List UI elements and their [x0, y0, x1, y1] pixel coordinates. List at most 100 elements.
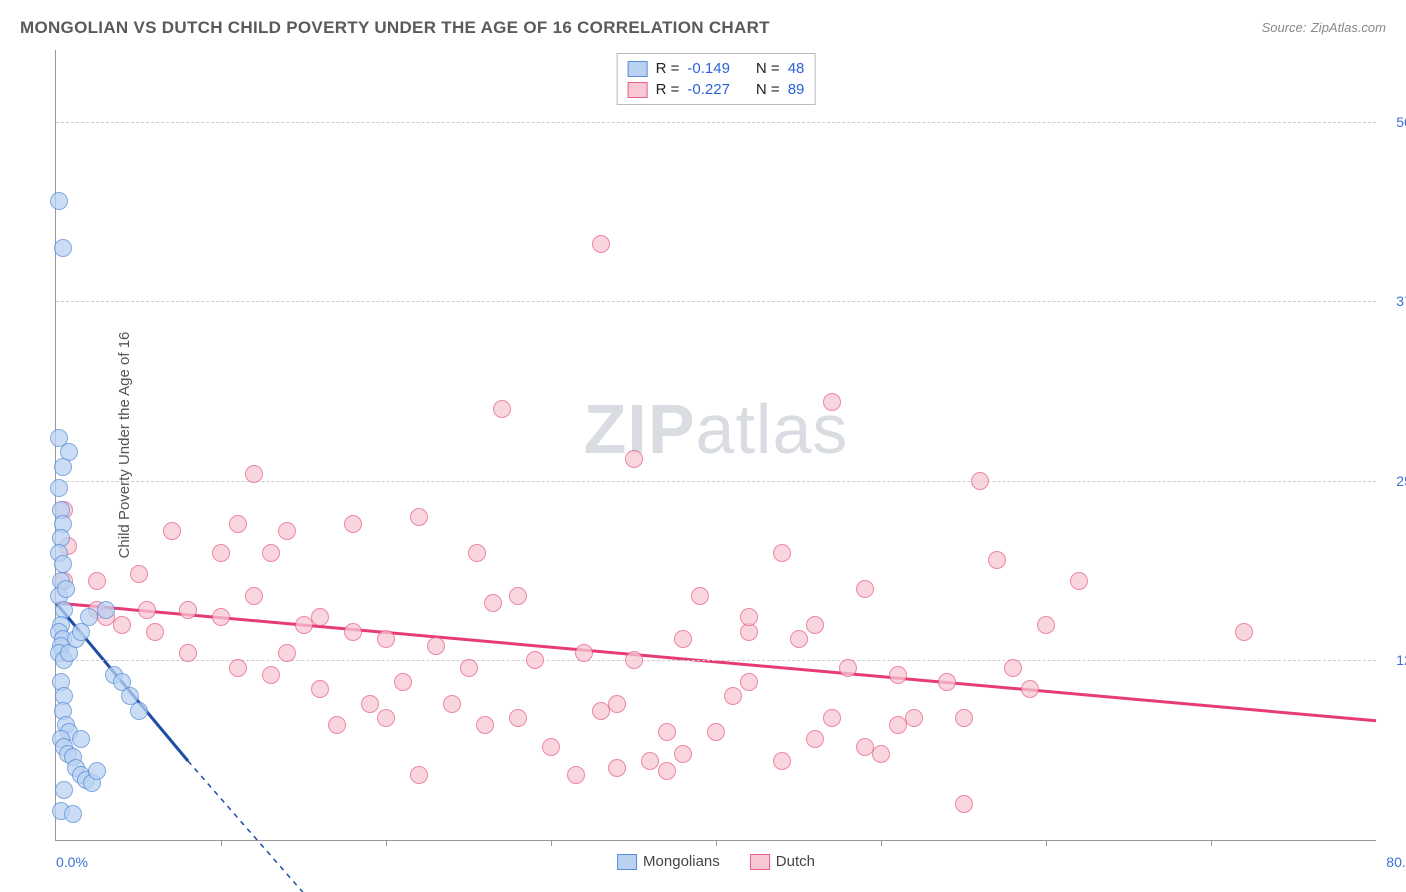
- data-point-dutch: [229, 515, 247, 533]
- correlation-legend: R = -0.149 N = 48 R = -0.227 N = 89: [617, 53, 816, 105]
- data-point-mongolians: [54, 555, 72, 573]
- data-point-mongolians: [54, 239, 72, 257]
- trend-lines: [56, 50, 1376, 840]
- data-point-dutch: [229, 659, 247, 677]
- swatch-mongolians-icon: [617, 854, 637, 870]
- n-label: N =: [756, 81, 780, 98]
- data-point-dutch: [163, 522, 181, 540]
- data-point-dutch: [988, 551, 1006, 569]
- data-point-dutch: [658, 762, 676, 780]
- data-point-dutch: [278, 522, 296, 540]
- data-point-dutch: [806, 616, 824, 634]
- data-point-dutch: [1070, 572, 1088, 590]
- x-tick: [1046, 840, 1047, 846]
- data-point-dutch: [344, 515, 362, 533]
- data-point-dutch: [476, 716, 494, 734]
- data-point-dutch: [460, 659, 478, 677]
- data-point-dutch: [625, 450, 643, 468]
- data-point-dutch: [295, 616, 313, 634]
- x-tick: [716, 840, 717, 846]
- y-tick-label: 12.5%: [1381, 652, 1406, 668]
- data-point-dutch: [410, 766, 428, 784]
- data-point-mongolians: [55, 781, 73, 799]
- data-point-dutch: [410, 508, 428, 526]
- gridline: [56, 301, 1376, 302]
- r-value-mongolians: -0.149: [687, 60, 730, 77]
- data-point-dutch: [971, 472, 989, 490]
- x-tick: [1211, 840, 1212, 846]
- data-point-dutch: [245, 465, 263, 483]
- source: Source: ZipAtlas.com: [1262, 19, 1386, 37]
- data-point-dutch: [311, 608, 329, 626]
- data-point-mongolians: [50, 192, 68, 210]
- gridline: [56, 122, 1376, 123]
- data-point-dutch: [311, 680, 329, 698]
- data-point-dutch: [740, 673, 758, 691]
- data-point-mongolians: [97, 601, 115, 619]
- gridline: [56, 660, 1376, 661]
- data-point-dutch: [806, 730, 824, 748]
- data-point-dutch: [905, 709, 923, 727]
- data-point-dutch: [955, 709, 973, 727]
- data-point-dutch: [1004, 659, 1022, 677]
- swatch-dutch-icon: [750, 854, 770, 870]
- data-point-dutch: [658, 723, 676, 741]
- data-point-dutch: [823, 393, 841, 411]
- data-point-dutch: [790, 630, 808, 648]
- data-point-dutch: [872, 745, 890, 763]
- data-point-dutch: [889, 716, 907, 734]
- x-tick: [551, 840, 552, 846]
- data-point-dutch: [740, 608, 758, 626]
- y-axis-title: Child Poverty Under the Age of 16: [116, 332, 133, 559]
- legend-row-mongolians: R = -0.149 N = 48: [628, 58, 805, 79]
- swatch-mongolians: [628, 61, 648, 77]
- data-point-dutch: [724, 687, 742, 705]
- x-axis-min-label: 0.0%: [56, 854, 88, 870]
- data-point-dutch: [1037, 616, 1055, 634]
- data-point-dutch: [484, 594, 502, 612]
- data-point-dutch: [938, 673, 956, 691]
- data-point-mongolians: [88, 762, 106, 780]
- data-point-dutch: [608, 695, 626, 713]
- scatter-plot: ZIPatlas Child Poverty Under the Age of …: [55, 50, 1376, 841]
- data-point-dutch: [691, 587, 709, 605]
- data-point-dutch: [88, 572, 106, 590]
- data-point-mongolians: [72, 730, 90, 748]
- x-tick: [221, 840, 222, 846]
- data-point-dutch: [641, 752, 659, 770]
- source-value: ZipAtlas.com: [1311, 20, 1386, 35]
- swatch-dutch: [628, 82, 648, 98]
- data-point-dutch: [592, 702, 610, 720]
- data-point-dutch: [839, 659, 857, 677]
- data-point-dutch: [377, 709, 395, 727]
- data-point-dutch: [1021, 680, 1039, 698]
- data-point-dutch: [146, 623, 164, 641]
- data-point-dutch: [509, 587, 527, 605]
- data-point-mongolians: [54, 458, 72, 476]
- data-point-dutch: [889, 666, 907, 684]
- data-point-dutch: [179, 601, 197, 619]
- r-value-dutch: -0.227: [687, 81, 730, 98]
- data-point-dutch: [674, 745, 692, 763]
- y-tick-label: 25.0%: [1381, 473, 1406, 489]
- data-point-dutch: [212, 544, 230, 562]
- data-point-dutch: [592, 235, 610, 253]
- n-label: N =: [756, 60, 780, 77]
- data-point-mongolians: [50, 479, 68, 497]
- r-label: R =: [656, 60, 680, 77]
- data-point-dutch: [130, 565, 148, 583]
- data-point-dutch: [394, 673, 412, 691]
- data-point-mongolians: [80, 608, 98, 626]
- n-value-dutch: 89: [788, 81, 805, 98]
- data-point-dutch: [608, 759, 626, 777]
- data-point-dutch: [567, 766, 585, 784]
- legend-row-dutch: R = -0.227 N = 89: [628, 79, 805, 100]
- data-point-dutch: [468, 544, 486, 562]
- legend-item-mongolians: Mongolians: [617, 853, 720, 870]
- data-point-dutch: [427, 637, 445, 655]
- data-point-dutch: [773, 544, 791, 562]
- y-tick-label: 37.5%: [1381, 293, 1406, 309]
- legend-label-mongolians: Mongolians: [643, 853, 720, 870]
- data-point-dutch: [245, 587, 263, 605]
- data-point-dutch: [707, 723, 725, 741]
